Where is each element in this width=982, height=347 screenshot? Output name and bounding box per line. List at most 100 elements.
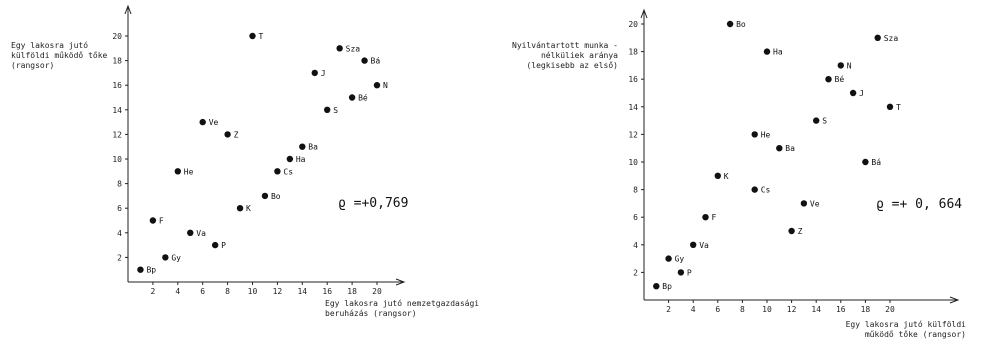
data-point-label: Sza xyxy=(884,34,899,43)
y-tick-label: 2 xyxy=(117,253,122,262)
data-point-label: He xyxy=(184,167,194,176)
y-tick-label: 14 xyxy=(628,103,638,112)
data-point xyxy=(162,254,169,261)
data-point-label: Bp xyxy=(146,266,156,275)
data-point-label: Z xyxy=(234,130,239,139)
data-point xyxy=(751,131,758,138)
data-point xyxy=(348,94,356,101)
data-point-label: J xyxy=(321,69,326,78)
y-tick-label: 6 xyxy=(633,213,638,222)
y-tick-label: 20 xyxy=(112,32,122,41)
y-tick-label: 10 xyxy=(628,158,638,167)
x-axis-label: beruházás (rangsor) xyxy=(325,309,417,318)
data-point xyxy=(849,89,857,97)
data-point xyxy=(199,118,206,126)
y-tick-label: 12 xyxy=(112,130,122,139)
y-tick-label: 8 xyxy=(117,180,122,189)
y-axis-arrow xyxy=(640,8,648,19)
data-point-label: Va xyxy=(196,229,206,238)
data-point-label: Bé xyxy=(835,74,845,84)
data-point xyxy=(776,145,783,152)
data-point-label: Ba xyxy=(308,143,318,152)
y-tick-label: 8 xyxy=(633,186,638,195)
y-tick-label: 12 xyxy=(628,130,638,139)
x-axis-label: Egy lakosra jutó külföldi xyxy=(846,319,967,329)
data-point xyxy=(361,57,368,64)
correlation-annotation: ϱ =+ 0, 664 xyxy=(876,197,962,212)
x-tick-label: 2 xyxy=(666,305,671,314)
y-axis-label: nélküliek aránya xyxy=(541,50,618,60)
data-point xyxy=(714,172,721,179)
data-point-label: S xyxy=(822,117,827,126)
x-tick-label: 20 xyxy=(885,305,895,314)
y-tick-label: 16 xyxy=(112,81,122,90)
data-point xyxy=(862,158,869,166)
data-point-label: F xyxy=(712,213,717,222)
data-point-label: He xyxy=(761,130,771,139)
data-point-label: Bp xyxy=(662,282,672,291)
data-point-label: N xyxy=(847,61,852,70)
data-point xyxy=(324,106,331,114)
x-tick-label: 14 xyxy=(297,287,307,296)
data-point-label: Ve xyxy=(209,118,219,127)
data-point xyxy=(299,143,306,150)
x-tick-label: 2 xyxy=(150,287,155,296)
x-tick-label: 18 xyxy=(861,305,871,314)
data-point xyxy=(702,214,709,221)
data-point-label: P xyxy=(221,241,226,250)
data-point-label: P xyxy=(687,268,692,277)
data-point xyxy=(726,20,734,28)
y-tick-label: 14 xyxy=(112,106,122,115)
correlation-annotation: ϱ =+0,769 xyxy=(338,196,408,211)
data-point xyxy=(665,255,672,262)
data-point xyxy=(224,131,231,138)
x-tick-label: 18 xyxy=(347,287,357,296)
data-point xyxy=(373,82,381,89)
data-point xyxy=(763,48,771,55)
x-tick-label: 20 xyxy=(372,287,382,296)
y-tick-label: 4 xyxy=(633,241,638,250)
x-tick-label: 6 xyxy=(200,287,205,296)
y-tick-label: 10 xyxy=(112,155,122,164)
x-tick-label: 12 xyxy=(787,305,797,314)
x-tick-label: 14 xyxy=(811,305,821,314)
data-point-label: Gy xyxy=(675,255,685,264)
y-tick-label: 2 xyxy=(633,268,638,277)
data-point xyxy=(336,45,343,52)
data-point xyxy=(187,229,194,236)
y-axis-label: Nyilvántartott munka - xyxy=(512,41,618,50)
x-axis-arrow xyxy=(949,296,960,304)
y-tick-label: 18 xyxy=(112,57,122,66)
data-point xyxy=(653,283,660,290)
data-point-label: Bá xyxy=(871,158,881,167)
data-point-label: Ha xyxy=(296,155,306,164)
data-point-label: K xyxy=(246,204,251,213)
x-tick-label: 8 xyxy=(225,287,230,296)
data-point-label: Cs xyxy=(283,167,293,176)
data-point xyxy=(236,205,244,212)
data-point xyxy=(690,241,697,248)
data-point xyxy=(149,217,157,224)
data-point-label: T xyxy=(259,32,264,41)
right-scatter-chart: 2 4 6 8 10 12 14 16 18 20 2 4 6 8 10 12 14 16 18 20 Nyilvánt… xyxy=(512,8,967,339)
data-point xyxy=(886,103,894,111)
data-point xyxy=(813,117,820,124)
data-point xyxy=(825,76,832,83)
data-point xyxy=(211,241,219,249)
data-point xyxy=(800,200,808,207)
y-tick-label: 20 xyxy=(628,20,638,29)
y-tick-label: 18 xyxy=(628,48,638,57)
data-point-label: Bo xyxy=(736,20,746,29)
data-point-label: Bo xyxy=(271,192,281,201)
data-point-label: F xyxy=(159,217,164,226)
x-tick-label: 8 xyxy=(740,305,745,314)
data-point-label: Z xyxy=(798,227,803,236)
data-point xyxy=(261,192,269,200)
data-point xyxy=(286,155,294,163)
data-point xyxy=(174,168,181,175)
data-point-label: J xyxy=(859,89,864,98)
data-point xyxy=(274,168,281,175)
data-point-label: S xyxy=(333,106,338,115)
x-tick-label: 16 xyxy=(836,305,846,314)
